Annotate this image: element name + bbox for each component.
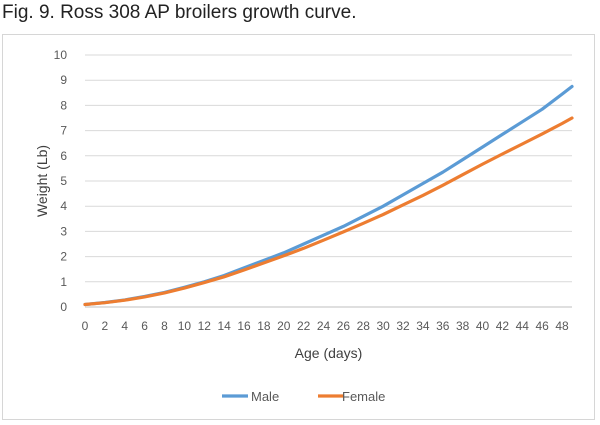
x-tick-label: 16 (237, 319, 251, 333)
chart-area (2, 34, 595, 420)
y-axis-title: Weight (Lb) (34, 145, 50, 217)
x-tick-label: 4 (121, 319, 128, 333)
y-tick-label: 2 (60, 250, 67, 264)
x-tick-label: 42 (496, 319, 510, 333)
x-tick-label: 26 (337, 319, 351, 333)
y-tick-label: 1 (60, 275, 67, 289)
legend-label-male: Male (251, 389, 279, 404)
legend-label-female: Female (342, 389, 385, 404)
x-tick-label: 36 (436, 319, 450, 333)
y-tick-label: 7 (60, 124, 67, 138)
x-axis-ticks: 0 2 4 6 8 10 12 14 16 18 20 22 24 26 28 30 32 34 36 38 40 42 4… (82, 319, 569, 333)
x-tick-label: 44 (516, 319, 530, 333)
x-tick-label: 12 (198, 319, 212, 333)
y-tick-label: 9 (60, 73, 67, 87)
series-line-male (83, 84, 574, 307)
x-tick-label: 20 (277, 319, 291, 333)
x-tick-label: 48 (555, 319, 569, 333)
x-tick-label: 28 (357, 319, 371, 333)
x-axis-title: Age (days) (295, 345, 363, 361)
x-tick-label: 22 (297, 319, 311, 333)
y-tick-label: 0 (60, 300, 67, 314)
y-tick-label: 4 (60, 199, 67, 213)
legend: Male Female (222, 389, 385, 404)
x-tick-label: 40 (476, 319, 490, 333)
series-line-female (83, 116, 574, 307)
x-tick-label: 10 (178, 319, 192, 333)
x-tick-label: 2 (102, 319, 109, 333)
gridlines (85, 54, 572, 308)
y-axis-ticks: 0 1 2 3 4 5 6 7 8 9 10 (54, 48, 68, 314)
y-tick-label: 3 (60, 224, 67, 238)
x-tick-label: 6 (141, 319, 148, 333)
x-tick-label: 38 (456, 319, 470, 333)
y-tick-label: 5 (60, 174, 67, 188)
x-tick-label: 30 (376, 319, 390, 333)
x-tick-label: 24 (317, 319, 331, 333)
x-tick-label: 46 (536, 319, 550, 333)
figure-caption: Fig. 9. Ross 308 AP broilers growth curv… (2, 2, 357, 23)
series-lines (83, 84, 574, 307)
y-tick-label: 8 (60, 98, 67, 112)
x-tick-label: 0 (82, 319, 89, 333)
x-tick-label: 34 (416, 319, 430, 333)
x-tick-label: 18 (257, 319, 271, 333)
x-tick-label: 8 (161, 319, 168, 333)
y-tick-label: 10 (54, 48, 68, 62)
y-tick-label: 6 (60, 149, 67, 163)
x-tick-label: 14 (217, 319, 231, 333)
x-tick-label: 32 (396, 319, 410, 333)
